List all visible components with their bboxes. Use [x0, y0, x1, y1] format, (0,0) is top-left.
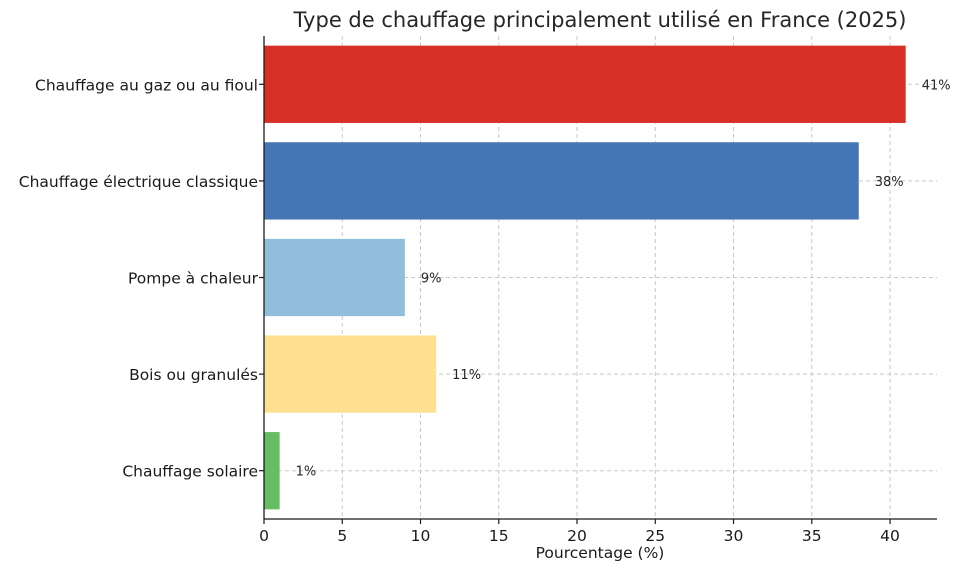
x-tick-label: 15	[489, 527, 509, 545]
x-tick-label: 40	[880, 527, 900, 545]
category-label: Bois ou granulés	[129, 366, 258, 384]
bar	[264, 335, 437, 413]
chart-title: Type de chauffage principalement utilisé…	[293, 8, 907, 32]
x-tick-label: 20	[567, 527, 587, 545]
category-label: Chauffage électrique classique	[19, 173, 258, 191]
category-label: Chauffage au gaz ou au fioul	[35, 76, 258, 94]
x-tick-label: 35	[802, 527, 822, 545]
x-tick-label: 0	[259, 527, 269, 545]
value-label: 41%	[922, 78, 951, 93]
bar	[264, 142, 859, 220]
bar	[264, 45, 906, 123]
value-label: 11%	[452, 368, 481, 383]
x-axis-label: Pourcentage (%)	[536, 544, 665, 562]
category-label: Pompe à chaleur	[128, 270, 259, 288]
bar	[264, 238, 405, 317]
x-tick-label: 10	[411, 527, 431, 545]
x-tick-label: 5	[337, 527, 347, 545]
x-tick-label: 25	[645, 527, 665, 545]
bar	[264, 432, 280, 510]
value-label: 9%	[421, 272, 442, 287]
axes: 0 5 10 15 20 25 30 35 40	[259, 36, 937, 545]
category-labels: Chauffage au gaz ou au fioul Chauffage él…	[19, 76, 259, 480]
x-tick-label: 30	[724, 527, 744, 545]
value-label: 1%	[296, 465, 317, 480]
category-label: Chauffage solaire	[122, 463, 258, 481]
value-label: 38%	[875, 175, 904, 190]
bars	[264, 45, 906, 510]
value-labels: 41% 38% 9% 11% 1%	[296, 78, 951, 479]
